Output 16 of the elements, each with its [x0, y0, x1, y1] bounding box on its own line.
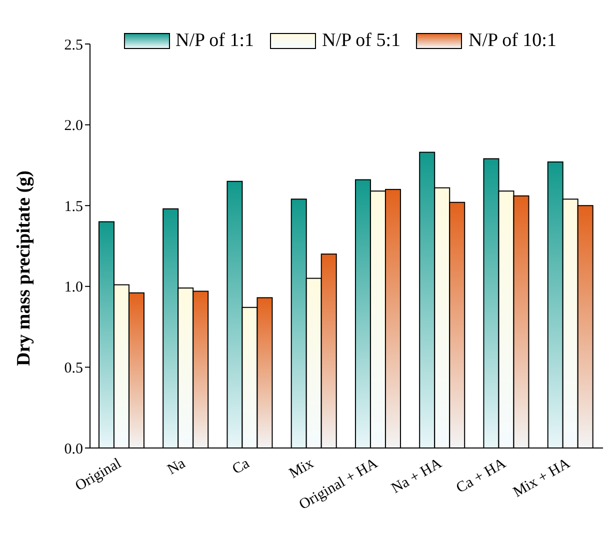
legend-label: N/P of 10:1 [468, 30, 556, 52]
x-tick-label: Mix + HA [510, 456, 574, 501]
y-tick-label: 1.5 [64, 198, 83, 215]
x-tick-label: Mix [286, 455, 317, 482]
x-tick-label: Ca [230, 455, 253, 478]
y-tick-label: 0.0 [64, 441, 83, 458]
x-tick-label: Ca + HA [454, 456, 509, 497]
x-tick-label: Na + HA [388, 456, 445, 498]
legend-label: N/P of 5:1 [322, 30, 400, 52]
x-tick-label: Na [165, 455, 188, 478]
y-tick-label: 1.0 [64, 280, 83, 296]
y-tick-label: 0.5 [64, 360, 83, 377]
y-tick-label: 2.5 [64, 37, 83, 54]
legend-label: N/P of 1:1 [176, 30, 254, 52]
y-axis-title: Dry mass precipitate (g) [14, 170, 35, 366]
y-tick-label: 2.0 [64, 118, 83, 134]
